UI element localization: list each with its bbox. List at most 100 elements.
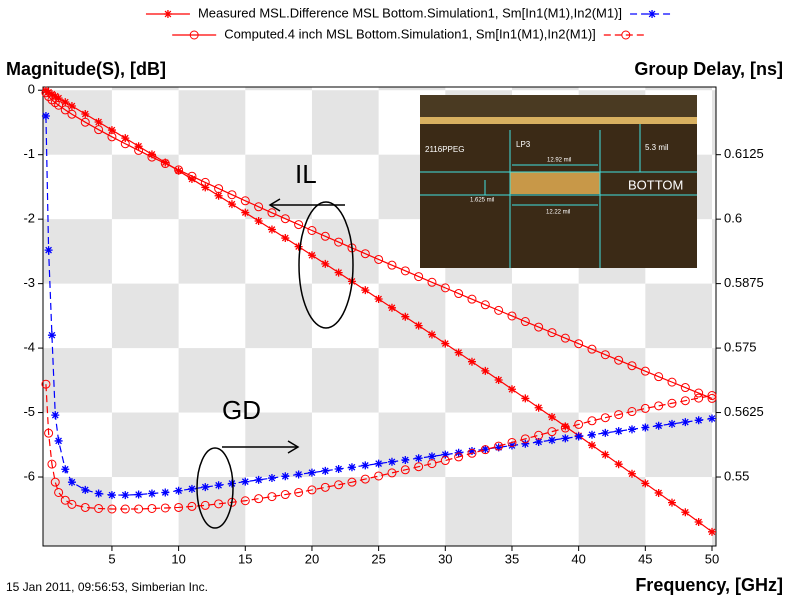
y2-tick-label: 0.575 — [724, 340, 757, 355]
checker-cell — [711, 90, 716, 155]
marker — [294, 470, 303, 479]
marker — [267, 225, 276, 234]
marker — [708, 414, 716, 423]
checker-cell — [445, 477, 512, 546]
marker — [641, 423, 650, 432]
marker — [574, 419, 584, 429]
marker — [694, 388, 704, 398]
marker — [147, 150, 156, 159]
marker — [401, 312, 410, 321]
checker-cell — [511, 87, 579, 91]
marker — [467, 357, 476, 366]
series — [41, 379, 717, 514]
marker — [107, 491, 116, 500]
marker — [454, 289, 464, 299]
marker — [654, 401, 664, 411]
marker — [481, 366, 490, 375]
marker — [161, 158, 170, 167]
marker — [214, 499, 224, 509]
marker — [600, 350, 610, 360]
marker — [707, 391, 717, 401]
marker — [561, 422, 570, 431]
marker — [374, 254, 384, 264]
marker — [54, 100, 64, 110]
marker — [347, 477, 357, 487]
checker-cell — [311, 219, 379, 284]
plot-background — [43, 87, 716, 546]
marker — [134, 490, 143, 499]
marker — [254, 217, 263, 226]
marker — [614, 460, 623, 469]
marker — [708, 527, 716, 536]
marker — [200, 500, 210, 510]
checker-cell — [43, 477, 112, 546]
marker — [120, 139, 130, 149]
checker-cell — [245, 154, 312, 220]
inset-trace — [510, 172, 600, 194]
legend-marker — [189, 30, 199, 40]
marker — [360, 249, 370, 259]
marker — [641, 479, 650, 488]
marker — [547, 436, 556, 445]
marker — [467, 294, 477, 304]
marker — [254, 202, 264, 212]
x-tick-label: 20 — [305, 551, 319, 566]
marker — [281, 472, 290, 481]
marker — [414, 272, 424, 282]
checker-cell — [711, 219, 716, 284]
marker — [51, 92, 60, 101]
marker — [614, 427, 623, 436]
marker — [280, 214, 290, 224]
marker — [360, 474, 370, 484]
marker — [667, 498, 676, 507]
marker — [241, 208, 250, 217]
marker — [654, 421, 663, 430]
x-tick-label: 40 — [571, 551, 585, 566]
marker — [707, 393, 717, 403]
checker-cell — [511, 412, 579, 478]
plot-frame — [42, 86, 717, 547]
inset-label: LP3 — [516, 140, 531, 149]
marker — [94, 489, 103, 498]
marker — [121, 134, 130, 143]
marker — [201, 183, 210, 192]
ticks: 5 10 15 20 25 30 35 40 45 50 0 -1 -2 -3 -4 -5 -6 0.6125 0.… — [23, 82, 763, 567]
checker-cell — [711, 348, 716, 413]
marker — [427, 452, 436, 461]
marker — [174, 165, 184, 175]
checker-cell — [43, 348, 112, 413]
marker — [400, 465, 410, 475]
marker — [520, 434, 530, 444]
legend: Measured MSL.Difference MSL Bottom.Simul… — [145, 5, 675, 41]
marker — [694, 518, 703, 527]
marker — [120, 504, 130, 514]
marker — [94, 503, 104, 513]
x-tick-label: 30 — [438, 551, 452, 566]
marker — [240, 196, 250, 206]
y2-tick-label: 0.6 — [724, 211, 742, 226]
annotation: IL — [295, 159, 317, 189]
marker — [51, 411, 60, 420]
marker — [494, 443, 503, 452]
marker — [574, 432, 583, 441]
y2-tick-label: 0.6125 — [724, 146, 764, 161]
y-tick-label: 0 — [28, 82, 35, 97]
marker — [681, 418, 690, 427]
marker — [80, 502, 90, 512]
marker — [507, 385, 516, 394]
checker-cell — [178, 348, 246, 413]
marker — [361, 286, 370, 295]
checker-cell — [511, 283, 579, 349]
marker — [44, 246, 53, 255]
marker — [427, 330, 436, 339]
marker — [41, 379, 51, 389]
marker — [560, 423, 570, 433]
checker-cell — [645, 283, 712, 349]
marker — [44, 428, 54, 438]
marker — [280, 490, 290, 500]
marker — [307, 468, 316, 477]
marker — [627, 425, 636, 434]
marker — [454, 452, 464, 462]
marker — [320, 482, 330, 492]
